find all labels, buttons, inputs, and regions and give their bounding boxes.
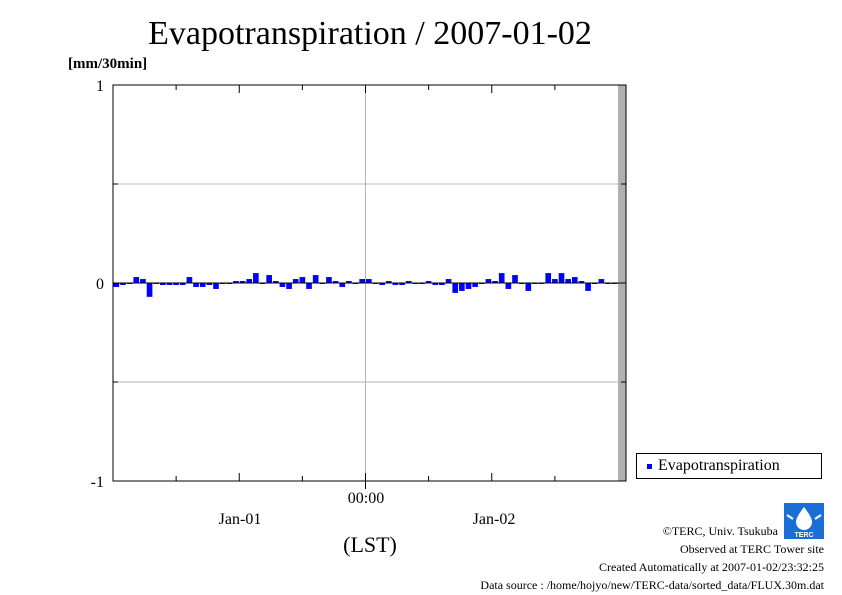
y-tick-label: 1 [96,78,104,95]
bar [598,279,605,283]
bar [505,283,512,289]
source-text: Data source : /home/hojyo/new/TERC-data/… [480,578,824,592]
bar [512,275,518,283]
legend-label: Evapotranspiration [658,457,780,474]
bar [432,283,439,285]
x-axis-label: (LST) [343,532,397,557]
bar [405,281,412,283]
credits-block: ©TERC, Univ. Tsukuba Observed at TERC To… [480,522,824,594]
bar [492,281,498,283]
bar [485,279,492,283]
bar [445,279,452,283]
bar [173,283,179,285]
chart-title: Evapotranspiration / 2007-01-02 [148,15,592,52]
bar [578,281,585,283]
y-axis-unit-label: [mm/30min] [68,56,148,72]
bar [326,277,332,283]
bar [332,281,339,283]
bar [452,283,459,293]
bar [253,273,259,283]
bar [379,283,385,285]
bar [312,275,319,283]
bar [366,279,372,283]
bar [199,283,206,287]
bar [133,277,140,283]
bar [392,283,399,285]
bar [292,279,299,283]
bar [113,283,120,287]
bar [359,279,365,283]
bar [299,277,306,283]
bar [206,283,213,285]
copyright-text: ©TERC, Univ. Tsukuba [662,524,778,538]
bar [558,273,565,283]
created-text: Created Automatically at 2007-01-02/23:3… [599,560,824,574]
bar [585,283,591,291]
bar [346,281,352,283]
bar [565,279,571,283]
bar [498,273,505,283]
bar [120,283,126,285]
bar [186,277,193,283]
bar [286,283,292,289]
bar [306,283,312,289]
ticks-group [113,84,626,489]
y-tick-labels: 1 0 -1 [91,78,104,491]
bar [339,283,346,287]
bar [552,279,558,283]
bar [279,283,286,287]
bar [571,277,578,283]
bar [193,283,199,287]
legend-swatch [647,463,652,469]
bar [146,283,153,297]
bar [465,283,472,289]
bar [140,279,146,283]
observed-text: Observed at TERC Tower site [679,542,824,556]
y-tick-label: -1 [91,474,104,491]
legend: Evapotranspiration [636,453,822,479]
bar [166,283,173,285]
bar [246,279,253,283]
bar [545,273,552,283]
bars-group [113,273,618,297]
x-tick-label: 00:00 [347,490,385,507]
logo-text: TERC [794,532,813,539]
bar [385,281,392,283]
x-day-label: Jan-02 [472,511,516,528]
bar [399,283,405,285]
bar [472,283,478,287]
bar [425,281,432,283]
bar [179,283,186,285]
bar [239,281,246,283]
bar [233,281,239,283]
bar [266,275,272,283]
plot-frame [112,84,627,482]
y-tick-label: 0 [96,276,104,293]
bar [272,281,279,283]
bar [439,283,445,285]
bar [160,283,166,285]
bar [525,283,532,291]
bar [213,283,219,289]
x-day-label: Jan-01 [218,511,262,528]
terc-logo: TERC [784,503,824,539]
bar [459,283,465,291]
